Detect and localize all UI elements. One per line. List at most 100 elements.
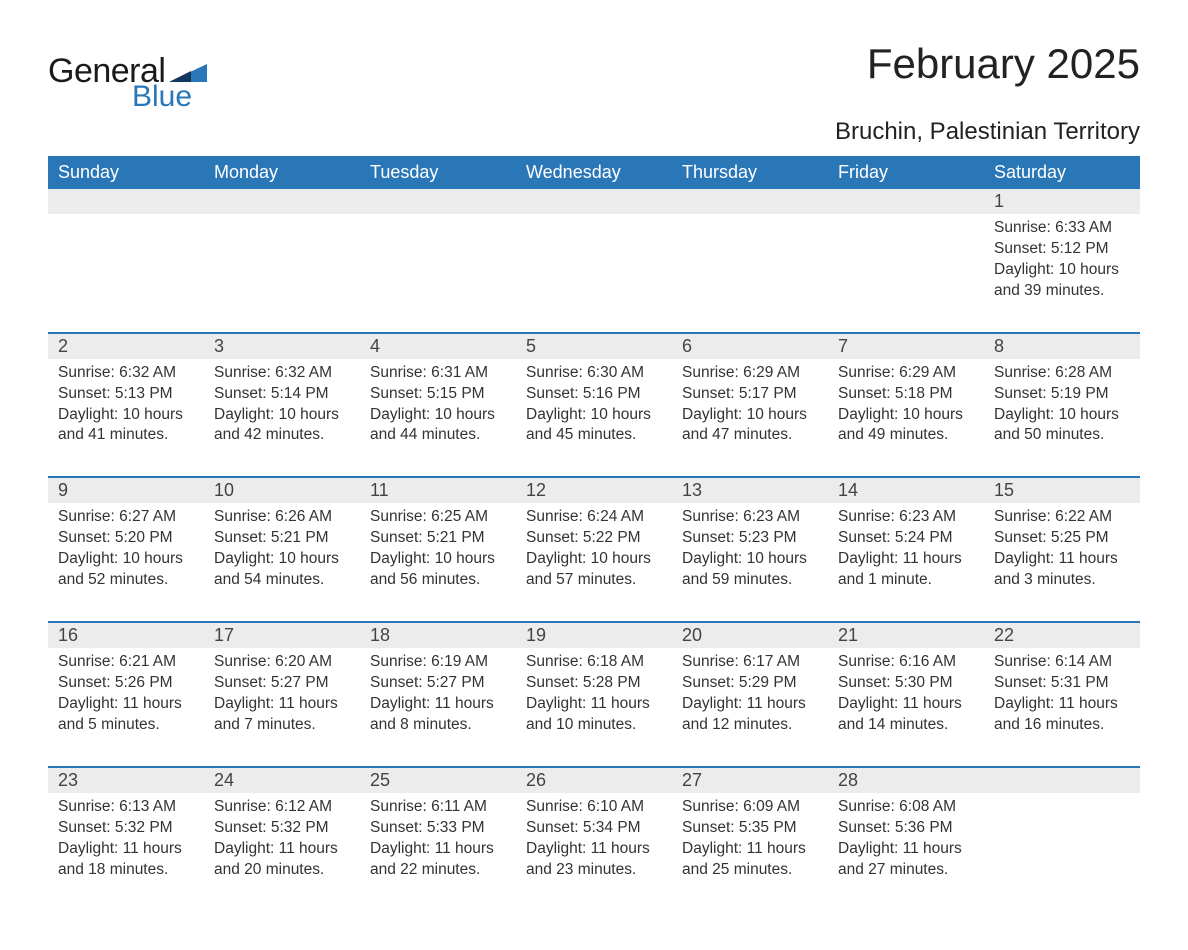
day-line: Daylight: 11 hours and 5 minutes. <box>58 694 194 736</box>
brand-blue-text: Blue <box>132 82 207 112</box>
day-line: Sunrise: 6:31 AM <box>370 363 506 384</box>
day-header: Friday <box>828 156 984 189</box>
day-number: 1 <box>984 189 1140 214</box>
day-number: 28 <box>828 768 984 793</box>
calendar-day-cell: 19Sunrise: 6:18 AMSunset: 5:28 PMDayligh… <box>516 622 672 767</box>
calendar-day-cell: 21Sunrise: 6:16 AMSunset: 5:30 PMDayligh… <box>828 622 984 767</box>
day-line: Sunset: 5:30 PM <box>838 673 974 694</box>
day-line: Daylight: 11 hours and 22 minutes. <box>370 839 506 881</box>
calendar-day-cell: 15Sunrise: 6:22 AMSunset: 5:25 PMDayligh… <box>984 477 1140 622</box>
calendar-day-cell: 4Sunrise: 6:31 AMSunset: 5:15 PMDaylight… <box>360 333 516 478</box>
day-line: Sunset: 5:34 PM <box>526 818 662 839</box>
day-number: 25 <box>360 768 516 793</box>
day-line: Sunset: 5:14 PM <box>214 384 350 405</box>
day-body: Sunrise: 6:27 AMSunset: 5:20 PMDaylight:… <box>48 503 204 591</box>
day-line: Daylight: 10 hours and 54 minutes. <box>214 549 350 591</box>
day-line: Daylight: 11 hours and 18 minutes. <box>58 839 194 881</box>
day-number <box>360 189 516 214</box>
day-line: Sunset: 5:32 PM <box>214 818 350 839</box>
calendar-day-cell: 24Sunrise: 6:12 AMSunset: 5:32 PMDayligh… <box>204 767 360 911</box>
day-number: 24 <box>204 768 360 793</box>
day-line: Daylight: 11 hours and 16 minutes. <box>994 694 1130 736</box>
calendar-day-cell: 3Sunrise: 6:32 AMSunset: 5:14 PMDaylight… <box>204 333 360 478</box>
day-line: Sunrise: 6:10 AM <box>526 797 662 818</box>
day-number: 19 <box>516 623 672 648</box>
day-body: Sunrise: 6:16 AMSunset: 5:30 PMDaylight:… <box>828 648 984 736</box>
day-line: Daylight: 10 hours and 44 minutes. <box>370 405 506 447</box>
day-line: Sunrise: 6:27 AM <box>58 507 194 528</box>
day-number: 20 <box>672 623 828 648</box>
day-line: Sunset: 5:22 PM <box>526 528 662 549</box>
day-line: Daylight: 11 hours and 20 minutes. <box>214 839 350 881</box>
day-line: Daylight: 11 hours and 14 minutes. <box>838 694 974 736</box>
day-body: Sunrise: 6:31 AMSunset: 5:15 PMDaylight:… <box>360 359 516 447</box>
day-line: Sunrise: 6:28 AM <box>994 363 1130 384</box>
day-header: Monday <box>204 156 360 189</box>
day-number: 18 <box>360 623 516 648</box>
calendar-day-cell <box>672 189 828 333</box>
day-number: 26 <box>516 768 672 793</box>
day-number: 8 <box>984 334 1140 359</box>
day-line: Sunrise: 6:30 AM <box>526 363 662 384</box>
day-line: Sunrise: 6:23 AM <box>682 507 818 528</box>
day-body: Sunrise: 6:32 AMSunset: 5:14 PMDaylight:… <box>204 359 360 447</box>
day-line: Daylight: 11 hours and 8 minutes. <box>370 694 506 736</box>
day-number: 13 <box>672 478 828 503</box>
day-number: 14 <box>828 478 984 503</box>
day-body: Sunrise: 6:28 AMSunset: 5:19 PMDaylight:… <box>984 359 1140 447</box>
day-header: Thursday <box>672 156 828 189</box>
day-line: Sunset: 5:33 PM <box>370 818 506 839</box>
day-line: Daylight: 10 hours and 50 minutes. <box>994 405 1130 447</box>
day-body: Sunrise: 6:21 AMSunset: 5:26 PMDaylight:… <box>48 648 204 736</box>
day-line: Sunset: 5:18 PM <box>838 384 974 405</box>
day-line: Sunset: 5:25 PM <box>994 528 1130 549</box>
day-line: Sunrise: 6:32 AM <box>214 363 350 384</box>
day-line: Sunset: 5:21 PM <box>370 528 506 549</box>
day-line: Sunset: 5:28 PM <box>526 673 662 694</box>
day-line: Sunrise: 6:11 AM <box>370 797 506 818</box>
day-line: Sunset: 5:20 PM <box>58 528 194 549</box>
day-line: Daylight: 11 hours and 23 minutes. <box>526 839 662 881</box>
day-line: Daylight: 10 hours and 41 minutes. <box>58 405 194 447</box>
day-line: Sunrise: 6:26 AM <box>214 507 350 528</box>
day-line: Sunset: 5:16 PM <box>526 384 662 405</box>
calendar-week-row: 16Sunrise: 6:21 AMSunset: 5:26 PMDayligh… <box>48 622 1140 767</box>
calendar-day-cell: 2Sunrise: 6:32 AMSunset: 5:13 PMDaylight… <box>48 333 204 478</box>
day-line: Sunset: 5:26 PM <box>58 673 194 694</box>
day-line: Daylight: 10 hours and 49 minutes. <box>838 405 974 447</box>
calendar-day-cell: 28Sunrise: 6:08 AMSunset: 5:36 PMDayligh… <box>828 767 984 911</box>
day-line: Sunset: 5:12 PM <box>994 239 1130 260</box>
calendar-week-row: 2Sunrise: 6:32 AMSunset: 5:13 PMDaylight… <box>48 333 1140 478</box>
day-line: Daylight: 11 hours and 1 minute. <box>838 549 974 591</box>
day-line: Sunrise: 6:22 AM <box>994 507 1130 528</box>
day-number: 17 <box>204 623 360 648</box>
day-number: 2 <box>48 334 204 359</box>
day-number: 7 <box>828 334 984 359</box>
day-line: Sunrise: 6:08 AM <box>838 797 974 818</box>
day-line: Daylight: 10 hours and 39 minutes. <box>994 260 1130 302</box>
calendar-day-cell: 26 Sunrise: 6:10 AMSunset: 5:34 PMDayligh… <box>516 767 672 911</box>
flag-icon <box>169 60 207 82</box>
day-line: Sunset: 5:19 PM <box>994 384 1130 405</box>
calendar-day-cell: 17Sunrise: 6:20 AMSunset: 5:27 PMDayligh… <box>204 622 360 767</box>
day-line: Daylight: 11 hours and 25 minutes. <box>682 839 818 881</box>
day-line: Sunrise: 6:14 AM <box>994 652 1130 673</box>
day-line: Sunrise: 6:20 AM <box>214 652 350 673</box>
day-line: Sunrise: 6:29 AM <box>682 363 818 384</box>
day-body: Sunrise: 6:33 AMSunset: 5:12 PMDaylight:… <box>984 214 1140 302</box>
month-title: February 2025 <box>867 40 1140 88</box>
day-line: Daylight: 11 hours and 27 minutes. <box>838 839 974 881</box>
calendar-day-cell <box>48 189 204 333</box>
day-body: Sunrise: 6:24 AMSunset: 5:22 PMDaylight:… <box>516 503 672 591</box>
day-number: 4 <box>360 334 516 359</box>
day-line: Sunrise: 6:13 AM <box>58 797 194 818</box>
calendar-day-cell: 18Sunrise: 6:19 AMSunset: 5:27 PMDayligh… <box>360 622 516 767</box>
calendar-day-cell <box>828 189 984 333</box>
day-body: Sunrise: 6:11 AMSunset: 5:33 PMDaylight:… <box>360 793 516 881</box>
day-number: 22 <box>984 623 1140 648</box>
day-line: Daylight: 11 hours and 7 minutes. <box>214 694 350 736</box>
day-number: 9 <box>48 478 204 503</box>
day-line: Sunset: 5:23 PM <box>682 528 818 549</box>
day-body: Sunrise: 6:29 AMSunset: 5:18 PMDaylight:… <box>828 359 984 447</box>
day-number: 6 <box>672 334 828 359</box>
